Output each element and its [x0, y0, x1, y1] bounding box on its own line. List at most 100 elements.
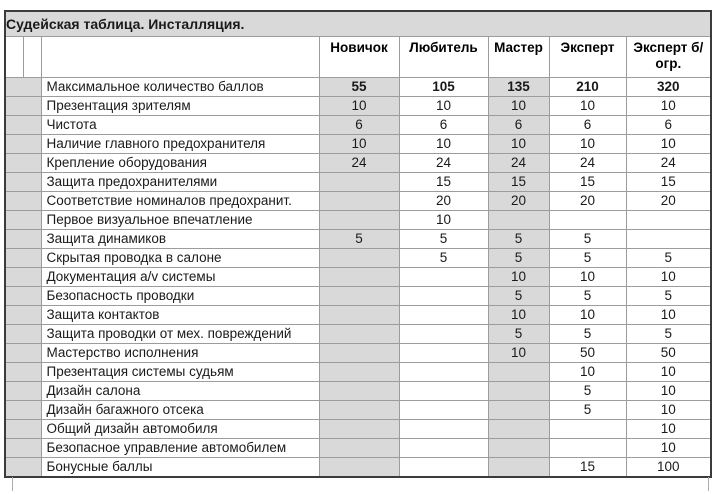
- score-cell: 24: [318, 153, 400, 173]
- score-cell: 5: [548, 381, 627, 401]
- score-cell: 210: [548, 77, 627, 97]
- criterion-label: Защита проводки от мех. повреждений: [40, 324, 320, 344]
- score-cell: [318, 324, 400, 344]
- score-cell: [487, 438, 550, 458]
- score-cell: 5: [487, 286, 550, 306]
- score-cell: [318, 362, 400, 382]
- score-cell: 5: [318, 229, 400, 249]
- row-lead-cell: [4, 210, 42, 230]
- score-cell: 5: [398, 248, 489, 268]
- criterion-label: Соответствие номиналов предохранит.: [40, 191, 320, 211]
- score-cell: 10: [398, 134, 489, 154]
- score-cell: [625, 229, 712, 249]
- table-row: Чистота 6 6 6 6 6: [4, 115, 712, 135]
- score-cell: 20: [625, 191, 712, 211]
- table-title: Судейская таблица. Инсталляция.: [4, 10, 712, 37]
- criterion-label: Безопасное управление автомобилем: [40, 438, 320, 458]
- score-cell: 10: [318, 134, 400, 154]
- table-row: Документация a/v системы 10 10 10: [4, 267, 712, 287]
- row-lead-cell: [4, 134, 42, 154]
- row-lead-cell: [4, 153, 42, 173]
- table-row: Защита контактов 10 10 10: [4, 305, 712, 325]
- score-cell: 10: [487, 96, 550, 116]
- row-lead-cell: [4, 267, 42, 287]
- table-row: Соответствие номиналов предохранит. 20 20 2…: [4, 191, 712, 211]
- score-cell: [318, 438, 400, 458]
- score-cell: 10: [548, 134, 627, 154]
- table-row: Дизайн салона 5 10: [4, 381, 712, 401]
- score-cell: [318, 172, 400, 192]
- score-cell: 15: [625, 172, 712, 192]
- row-lead-cell: [4, 229, 42, 249]
- score-cell: 10: [625, 438, 712, 458]
- gridline-stub-left: [12, 477, 13, 491]
- score-cell: [548, 210, 627, 230]
- score-cell: [487, 362, 550, 382]
- table-row: Дизайн багажного отсека 5 10: [4, 400, 712, 420]
- row-lead-cell: [4, 172, 42, 192]
- criterion-label: Безопасность проводки: [40, 286, 320, 306]
- score-cell: 10: [625, 400, 712, 420]
- score-cell: 10: [398, 210, 489, 230]
- title-row: Судейская таблица. Инсталляция.: [4, 10, 712, 37]
- score-cell: 6: [548, 115, 627, 135]
- score-cell: 6: [398, 115, 489, 135]
- score-cell: 5: [487, 324, 550, 344]
- table-row: Общий дизайн автомобиля 10: [4, 419, 712, 439]
- score-cell: 105: [398, 77, 489, 97]
- table-row: Презентация системы судьям 10 10: [4, 362, 712, 382]
- score-cell: [487, 381, 550, 401]
- score-cell: 320: [625, 77, 712, 97]
- table-row: Скрытая проводка в салоне 5 5 5 5: [4, 248, 712, 268]
- score-cell: 10: [398, 96, 489, 116]
- score-cell: [398, 381, 489, 401]
- column-header-expert-unlimited: Эксперт б/огр.: [625, 36, 712, 78]
- column-header-novice: Новичок: [318, 36, 400, 78]
- score-cell: 5: [548, 324, 627, 344]
- score-cell: [318, 305, 400, 325]
- row-lead-cell: [4, 96, 42, 116]
- score-cell: 50: [548, 343, 627, 363]
- judging-table: Судейская таблица. Инсталляция. Новичок …: [4, 10, 713, 478]
- score-cell: 10: [487, 267, 550, 287]
- score-cell: [318, 381, 400, 401]
- score-cell: [398, 362, 489, 382]
- score-cell: 5: [625, 286, 712, 306]
- score-cell: 50: [625, 343, 712, 363]
- table-row: Бонусные баллы 15 100: [4, 457, 712, 478]
- score-cell: 24: [487, 153, 550, 173]
- criterion-label: Чистота: [40, 115, 320, 135]
- header-spacer-a: [4, 36, 24, 78]
- score-cell: 10: [548, 96, 627, 116]
- score-cell: 10: [487, 305, 550, 325]
- table-row: Мастерство исполнения 10 50 50: [4, 343, 712, 363]
- score-cell: 135: [487, 77, 550, 97]
- row-lead-cell: [4, 286, 42, 306]
- score-cell: 10: [548, 267, 627, 287]
- row-lead-cell: [4, 438, 42, 458]
- score-cell: 6: [318, 115, 400, 135]
- score-cell: [318, 191, 400, 211]
- criterion-label: Первое визуальное впечатление: [40, 210, 320, 230]
- column-header-master: Мастер: [487, 36, 550, 78]
- table-row: Безопасность проводки 5 5 5: [4, 286, 712, 306]
- score-cell: [398, 400, 489, 420]
- table-body: Максимальное количество баллов 55 105 135 21…: [4, 77, 712, 478]
- table-row: Наличие главного предохранителя 10 10 10 10 1…: [4, 134, 712, 154]
- row-lead-cell: [4, 305, 42, 325]
- score-cell: [487, 419, 550, 439]
- score-cell: 5: [625, 324, 712, 344]
- table-row: Максимальное количество баллов 55 105 135 21…: [4, 77, 712, 97]
- score-cell: 10: [318, 96, 400, 116]
- row-lead-cell: [4, 324, 42, 344]
- score-cell: [318, 286, 400, 306]
- row-lead-cell: [4, 77, 42, 97]
- row-lead-cell: [4, 248, 42, 268]
- column-header-amateur: Любитель: [398, 36, 489, 78]
- score-cell: [318, 248, 400, 268]
- score-cell: [318, 210, 400, 230]
- criterion-label: Защита предохранителями: [40, 172, 320, 192]
- table-row: Защита динамиков 5 5 5 5: [4, 229, 712, 249]
- table-row: Защита предохранителями 15 15 15 15: [4, 172, 712, 192]
